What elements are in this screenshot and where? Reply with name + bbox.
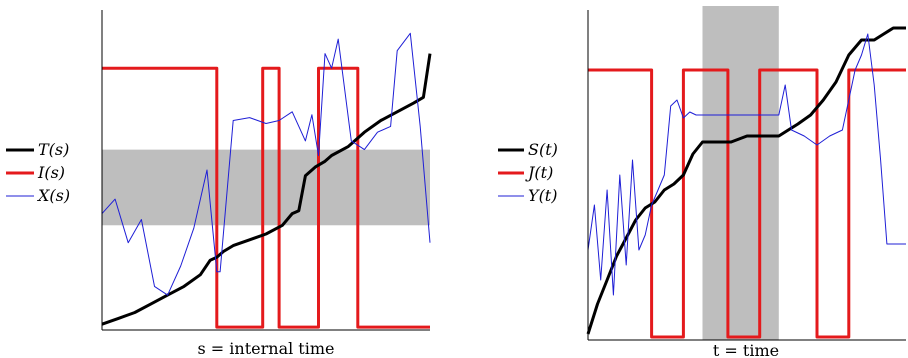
x-axis-label: s = internal time	[198, 339, 335, 358]
series-line-black	[101, 53, 432, 326]
legend-label-S: S(t)	[528, 140, 558, 159]
chart-left: s = internal time T(s) I(s) X(s)	[6, 10, 432, 358]
legend-label-T: T(s)	[38, 140, 69, 159]
shaded-band	[702, 6, 779, 340]
series-line-red	[588, 68, 906, 339]
legend: T(s) I(s) X(s)	[6, 140, 70, 205]
x-axis-label: t = time	[713, 341, 779, 358]
legend-label-X: X(s)	[36, 186, 70, 205]
legend-label-Y: Y(t)	[528, 186, 557, 205]
series-line-black	[586, 26, 906, 335]
series-line-red	[102, 66, 430, 329]
legend-label-I: I(s)	[37, 163, 65, 182]
series-line-blue	[101, 32, 431, 296]
series-line-blue	[587, 33, 906, 296]
legend-label-J: J(t)	[525, 163, 553, 182]
chart-right: t = time S(t) J(t) Y(t)	[498, 6, 906, 358]
shaded-band	[102, 149, 430, 226]
legend: S(t) J(t) Y(t)	[498, 140, 558, 205]
